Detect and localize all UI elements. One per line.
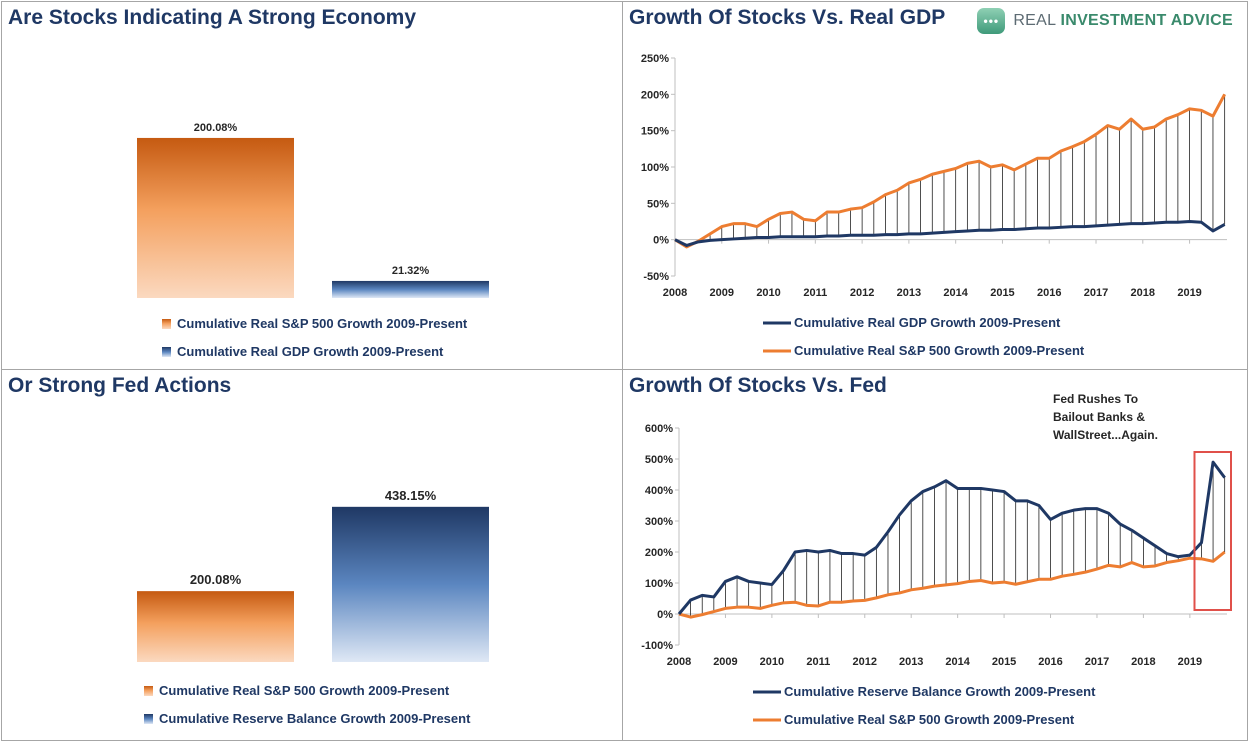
y-tick-label: 150% [641, 126, 669, 138]
chart-title: Growth Of Stocks Vs. Fed [629, 374, 887, 397]
y-tick-label: 600% [645, 423, 673, 435]
x-tick-label: 2012 [853, 656, 877, 668]
bar [137, 591, 294, 662]
legend-label: Cumulative Reserve Balance Growth 2009-P… [159, 711, 471, 726]
x-tick-label: 2012 [850, 287, 874, 299]
x-tick-label: 2008 [663, 287, 687, 299]
data-label: 200.08% [194, 122, 238, 134]
series-line [677, 460, 1226, 615]
x-tick-label: 2017 [1084, 287, 1108, 299]
legend-label: Cumulative Real GDP Growth 2009-Present [177, 344, 444, 359]
line-chart-stocks-fed: -100% 0% 100% 200% 300% 400% 500% 600% 2008 2009 2… [641, 392, 1232, 727]
annotation-text: WallStreet...Again. [1053, 428, 1158, 442]
legend-label: Cumulative Real GDP Growth 2009-Present [794, 315, 1061, 330]
y-tick-label: 500% [645, 454, 673, 466]
x-tick-label: 2018 [1131, 656, 1155, 668]
panel-stocks-economy: Are Stocks Indicating A Strong Economy 2… [1, 1, 623, 370]
x-tick-label: 2019 [1177, 287, 1201, 299]
brand-logo: ••• REAL INVESTMENT ADVICE [977, 8, 1233, 34]
legend-swatch [162, 319, 171, 329]
y-tick-label: 250% [641, 53, 669, 65]
bar-chart-stocks-fed: 200.08% 438.15% Cumulative Real S&P 500 Gr… [137, 488, 489, 726]
x-tick-label: 2008 [667, 656, 691, 668]
y-tick-label: -50% [643, 271, 669, 283]
bar-chart-stocks-gdp: 200.08% 21.32% Cumulative Real S&P 500 Gro… [137, 122, 489, 359]
panel-stocks-vs-fed: Growth Of Stocks Vs. Fed -100% 0% 100% 200%… [622, 369, 1248, 741]
x-tick-label: 2015 [990, 287, 1014, 299]
x-tick-label: 2011 [803, 287, 827, 299]
annotation-text: Bailout Banks & [1053, 410, 1145, 424]
x-tick-label: 2010 [756, 287, 780, 299]
x-tick-label: 2014 [945, 656, 970, 668]
series-line [674, 220, 1226, 247]
legend-swatch [144, 686, 153, 696]
bar [332, 280, 489, 298]
x-tick-label: 2018 [1131, 287, 1155, 299]
chart-title: Growth Of Stocks Vs. Real GDP [629, 6, 946, 29]
x-tick-label: 2013 [897, 287, 921, 299]
x-tick-label: 2014 [943, 287, 968, 299]
panel-stocks-vs-gdp: Growth Of Stocks Vs. Real GDP ••• REAL I… [622, 1, 1248, 370]
legend-label: Cumulative Reserve Balance Growth 2009-P… [784, 684, 1096, 699]
y-tick-label: 0% [653, 235, 669, 247]
y-tick-label: -100% [641, 640, 673, 652]
bar [137, 137, 294, 298]
x-tick-label: 2010 [760, 656, 784, 668]
y-tick-label: 100% [641, 162, 669, 174]
y-tick-label: 300% [645, 516, 673, 528]
annotation-text: Fed Rushes To [1053, 392, 1138, 406]
y-tick-label: 400% [645, 485, 673, 497]
brand-name: REAL INVESTMENT ADVICE [1013, 12, 1233, 29]
x-tick-label: 2009 [713, 656, 737, 668]
data-label: 438.15% [385, 488, 437, 503]
x-tick-label: 2011 [806, 656, 830, 668]
y-tick-label: 200% [641, 89, 669, 101]
data-label: 21.32% [392, 265, 430, 277]
annotation-box [1193, 451, 1232, 611]
x-tick-label: 2015 [992, 656, 1016, 668]
legend-label: Cumulative Real S&P 500 Growth 2009-Pres… [794, 343, 1085, 358]
y-tick-label: 100% [645, 578, 673, 590]
chat-bubble-icon: ••• [977, 8, 1006, 34]
series-line [678, 550, 1226, 619]
x-tick-label: 2016 [1038, 656, 1062, 668]
legend-label: Cumulative Real S&P 500 Growth 2009-Pres… [177, 316, 468, 331]
chart-title: Or Strong Fed Actions [8, 374, 232, 397]
series-line [674, 93, 1226, 249]
legend-label: Cumulative Real S&P 500 Growth 2009-Pres… [159, 683, 450, 698]
legend-label: Cumulative Real S&P 500 Growth 2009-Pres… [784, 712, 1075, 727]
bar [332, 506, 489, 662]
y-tick-label: 0% [657, 609, 673, 621]
line-chart-stocks-gdp: -50% 0% 50% 100% 150% 200% 250% 2008 2009 2010 201… [641, 53, 1227, 358]
x-tick-label: 2017 [1085, 656, 1109, 668]
x-tick-label: 2016 [1037, 287, 1061, 299]
chart-title: Are Stocks Indicating A Strong Economy [8, 6, 417, 29]
legend-swatch [144, 714, 153, 724]
y-tick-label: 200% [645, 547, 673, 559]
x-tick-label: 2019 [1178, 656, 1202, 668]
legend-swatch [162, 347, 171, 357]
panel-fed-actions: Or Strong Fed Actions 200.08% 438.15% Cumu… [1, 369, 623, 741]
data-label: 200.08% [190, 572, 242, 587]
y-tick-label: 50% [647, 198, 669, 210]
x-tick-label: 2013 [899, 656, 923, 668]
x-tick-label: 2009 [710, 287, 734, 299]
